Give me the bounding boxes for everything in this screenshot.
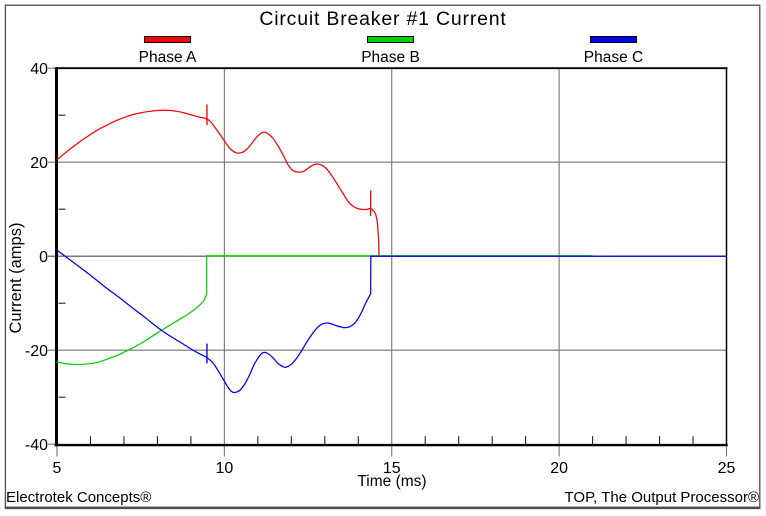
curve-phase-b: [203, 255, 593, 302]
x-tick-label-15: 15: [382, 460, 401, 477]
y-tick-label-40: 40: [30, 60, 48, 78]
curve-phase-c: [370, 255, 727, 294]
y-tick-label--40: -40: [24, 436, 48, 454]
footer-branding-right: TOP, The Output Processor®: [564, 488, 759, 506]
y-axis-title: Current (amps): [7, 222, 25, 334]
axes: [54, 67, 728, 447]
window-frame: [4, 4, 761, 510]
y-tick-label--20: -20: [24, 342, 48, 360]
gridlines: [48, 67, 728, 457]
legend-swatch-phase-b: [367, 36, 414, 43]
legend-label-phase-a: Phase A: [138, 49, 197, 66]
legend-swatch-phase-c: [590, 36, 637, 43]
y-tick-label-20: 20: [30, 154, 48, 172]
legend-label-phase-c: Phase C: [583, 49, 644, 66]
x-tick-label-10: 10: [215, 460, 234, 477]
x-tick-label-25: 25: [717, 460, 736, 477]
legend-label-phase-b: Phase B: [361, 49, 420, 66]
x-tick-label-20: 20: [550, 460, 569, 477]
curve-phase-a: [56, 109, 378, 223]
footer-branding-left: Electrotek Concepts®: [6, 488, 152, 506]
axis-ticks: [58, 114, 694, 445]
curve-phase-c: [56, 249, 372, 394]
curve-phase-b: [56, 300, 205, 366]
chart-title: Circuit Breaker #1 Current: [259, 7, 507, 30]
x-axis-title: Time (ms): [357, 473, 427, 490]
curve-phase-a: [376, 221, 380, 257]
phase-curves: [56, 104, 727, 394]
legend-swatch-phase-a: [144, 36, 191, 43]
y-tick-label-0: 0: [39, 248, 48, 266]
x-tick-label-5: 5: [52, 460, 62, 477]
